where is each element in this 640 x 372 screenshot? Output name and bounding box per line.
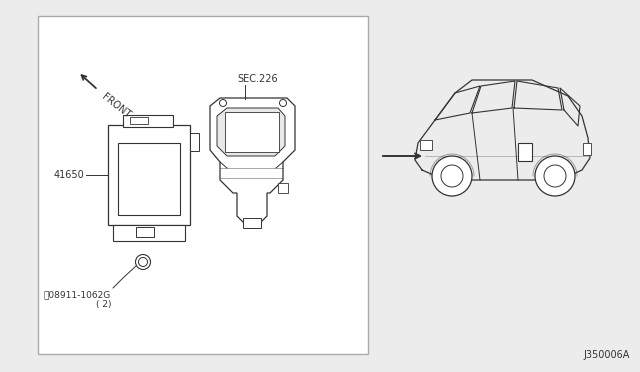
Bar [583,143,591,155]
Text: ⓝ08911-1062G
( 2): ⓝ08911-1062G ( 2) [44,290,111,310]
Circle shape [544,165,566,187]
Circle shape [441,165,463,187]
Bar [38,16,368,354]
Circle shape [136,254,150,269]
Circle shape [220,99,227,106]
Bar [243,218,261,228]
Polygon shape [210,98,295,226]
Text: SEC.226: SEC.226 [237,74,278,84]
Bar [108,125,190,225]
Bar [225,112,279,152]
Circle shape [432,156,472,196]
Bar [278,183,288,193]
Bar [130,117,148,124]
Bar [113,225,185,241]
Bar [123,115,173,127]
Polygon shape [217,108,285,156]
Bar [190,133,199,151]
Text: FRONT: FRONT [100,92,132,121]
Text: J350006A: J350006A [584,350,630,360]
Bar [118,143,180,215]
Circle shape [138,257,147,266]
Bar [136,227,154,237]
Bar [420,140,432,150]
Circle shape [535,156,575,196]
Circle shape [280,99,287,106]
Text: 41650: 41650 [53,170,84,180]
Bar [518,143,532,161]
